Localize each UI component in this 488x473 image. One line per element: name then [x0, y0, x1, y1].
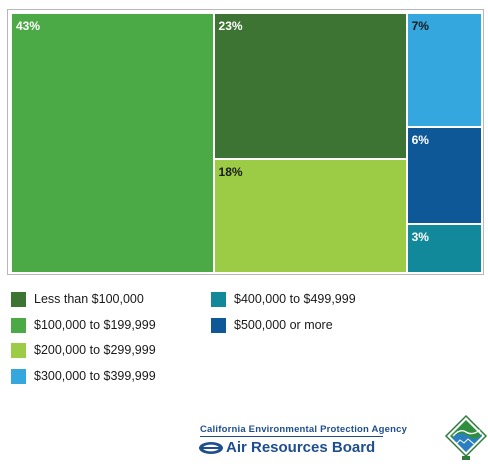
- legend-label: $100,000 to $199,999: [34, 318, 156, 332]
- legend-item-500k-plus: $500,000 or more: [211, 318, 401, 334]
- treemap-tile-label: 3%: [411, 230, 429, 245]
- treemap-tile-label: 23%: [218, 19, 243, 33]
- treemap-tile-400k-499k: 3%: [406, 224, 482, 273]
- legend-label: Less than $100,000: [34, 292, 144, 306]
- legend-item-200k-299k: $200,000 to $299,999: [11, 343, 201, 359]
- treemap-frame: 43% 23% 18% 7% 6% 3%: [7, 9, 484, 275]
- legend-label: $400,000 to $499,999: [234, 292, 356, 306]
- treemap-tile-label: 6%: [411, 132, 429, 147]
- treemap-tile-300k-399k: 7%: [406, 13, 482, 127]
- legend-swatch: [11, 318, 26, 333]
- treemap-tile-500k-plus: 6%: [406, 126, 482, 225]
- treemap-tile-100k-199k: 43%: [11, 13, 214, 273]
- legend-item-less-than-100k: Less than $100,000: [11, 292, 201, 308]
- agency-rule: [200, 436, 383, 437]
- legend-item-400k-499k: $400,000 to $499,999: [211, 292, 401, 308]
- legend-swatch: [211, 318, 226, 333]
- legend-swatch: [11, 292, 26, 307]
- calepa-logo-icon: [444, 414, 488, 460]
- legend-label: $500,000 or more: [234, 318, 333, 332]
- legend-swatch: [11, 369, 26, 384]
- treemap-tile-label: 43%: [16, 19, 41, 33]
- legend-item-100k-199k: $100,000 to $199,999: [11, 318, 201, 334]
- treemap-plot: 43% 23% 18% 7% 6% 3%: [11, 13, 482, 273]
- treemap-tile-label: 18%: [218, 164, 243, 179]
- legend-label: $300,000 to $399,999: [34, 369, 156, 383]
- arb-logo: California Environmental Protection Agen…: [198, 424, 407, 460]
- treemap-tile-200k-299k: 18%: [213, 158, 407, 273]
- legend-label: $200,000 to $299,999: [34, 343, 156, 357]
- legend-swatch: [211, 292, 226, 307]
- treemap-tile-label: 7%: [411, 19, 429, 33]
- agency-name: California Environmental Protection Agen…: [200, 424, 408, 435]
- board-name: Air Resources Board: [226, 439, 376, 456]
- treemap-tile-less-than-100k: 23%: [213, 13, 407, 159]
- arb-emblem-icon: [199, 442, 223, 454]
- legend-swatch: [11, 343, 26, 358]
- legend-item-300k-399k: $300,000 to $399,999: [11, 369, 201, 385]
